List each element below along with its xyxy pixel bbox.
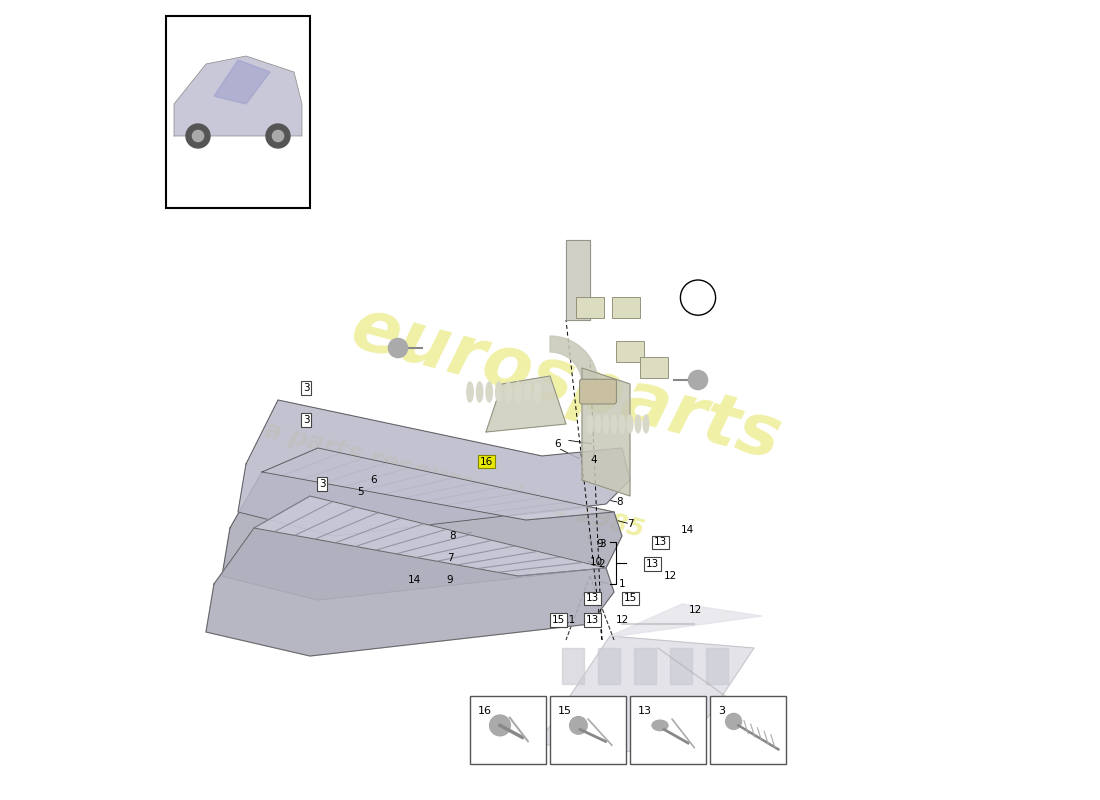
Text: 11: 11 [562,615,575,625]
Text: 3: 3 [302,383,309,393]
Bar [598,648,619,684]
Text: 13: 13 [586,594,600,603]
Text: 2: 2 [598,559,605,569]
Ellipse shape [486,382,493,402]
Text: eurosparts: eurosparts [343,294,789,474]
Ellipse shape [619,415,625,433]
Text: 7: 7 [627,519,634,529]
Polygon shape [214,60,270,104]
FancyBboxPatch shape [640,357,668,378]
Text: 6: 6 [554,439,561,449]
Text: 9: 9 [596,539,603,549]
Text: 15: 15 [551,615,564,625]
Text: a parts resource since 1985: a parts resource since 1985 [262,418,647,542]
Bar [630,696,706,764]
Text: 13: 13 [653,538,667,547]
Circle shape [186,124,210,148]
Bar [706,648,727,684]
Text: 8: 8 [616,498,623,507]
Text: 12: 12 [616,615,629,625]
Bar [470,696,546,764]
Circle shape [490,715,510,736]
Text: 15: 15 [558,706,572,715]
Text: 14: 14 [681,525,694,534]
Circle shape [273,130,284,142]
Ellipse shape [587,415,593,433]
Text: 3: 3 [302,415,309,425]
Text: 13: 13 [586,615,600,625]
Ellipse shape [515,382,521,402]
Circle shape [266,124,290,148]
Ellipse shape [525,382,531,402]
Text: 16: 16 [480,457,493,466]
Text: 12: 12 [689,606,702,615]
Text: 1: 1 [618,579,625,589]
Circle shape [570,717,587,734]
Ellipse shape [534,382,540,402]
Polygon shape [238,400,630,536]
Bar [550,696,626,764]
Text: 3: 3 [319,479,326,489]
Ellipse shape [476,382,483,402]
Text: 5: 5 [358,487,364,497]
Bar [710,696,786,764]
Text: 8: 8 [449,531,455,541]
Polygon shape [174,56,302,136]
Ellipse shape [644,415,649,433]
Circle shape [689,370,707,390]
Ellipse shape [652,720,668,730]
Polygon shape [206,528,614,656]
Circle shape [726,714,741,730]
Text: 10: 10 [590,557,603,566]
Polygon shape [254,496,606,576]
Bar [670,648,692,684]
Ellipse shape [595,415,601,433]
Bar [562,648,584,684]
Polygon shape [550,336,598,384]
Circle shape [192,130,204,142]
Polygon shape [610,604,762,636]
Text: 15: 15 [624,594,637,603]
Text: 13: 13 [646,559,659,569]
Text: 6: 6 [371,475,377,485]
Ellipse shape [505,382,512,402]
Ellipse shape [635,415,641,433]
Polygon shape [486,376,566,432]
FancyBboxPatch shape [613,297,639,318]
Polygon shape [566,240,590,320]
Text: 16: 16 [478,706,492,715]
FancyBboxPatch shape [580,379,616,404]
Bar [634,648,656,684]
Ellipse shape [627,415,632,433]
Bar [166,16,310,208]
Text: 4: 4 [591,455,597,465]
FancyBboxPatch shape [616,341,644,362]
Text: 7: 7 [447,554,453,563]
Circle shape [388,338,408,358]
Polygon shape [262,448,614,520]
Text: 9: 9 [447,575,453,585]
Polygon shape [582,368,630,496]
Text: 13: 13 [638,706,652,715]
Text: 3: 3 [718,706,725,715]
Text: 12: 12 [663,571,676,581]
Polygon shape [538,636,754,756]
Ellipse shape [466,382,473,402]
Ellipse shape [496,382,502,402]
Ellipse shape [612,415,617,433]
Text: 3: 3 [598,539,605,549]
FancyBboxPatch shape [576,297,604,318]
Polygon shape [222,472,622,600]
Ellipse shape [603,415,608,433]
Text: 14: 14 [407,575,420,585]
